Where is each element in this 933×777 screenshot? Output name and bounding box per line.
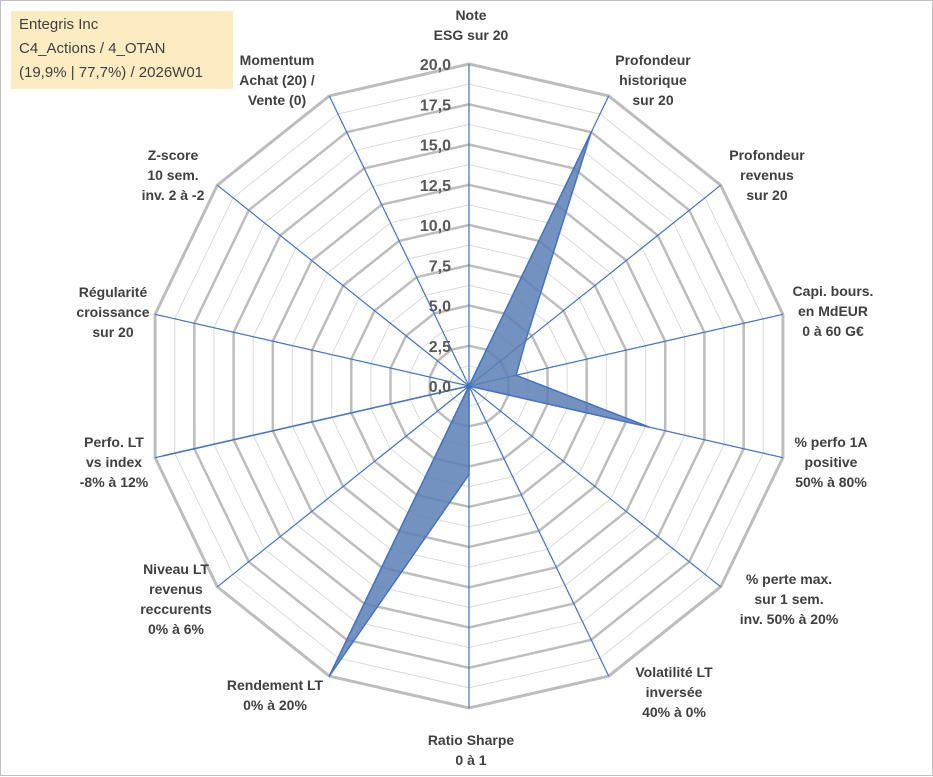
axis-label: Capi. bours. en MdEUR 0 à 60 G€ — [793, 283, 874, 339]
axis-spoke — [154, 313, 470, 387]
tick-label: 5,0 — [429, 299, 451, 316]
axis-label: Z-score 10 sem. inv. 2 à -2 — [142, 147, 205, 203]
axis-label: Volatilité LT inversée 40% à 0% — [635, 664, 713, 720]
tick-label: 12,5 — [420, 178, 451, 195]
axis-spoke — [216, 184, 470, 387]
tick-label: 17,5 — [420, 97, 451, 114]
axis-label: % perte max. sur 1 sem. inv. 50% à 20% — [740, 571, 839, 627]
series-area — [162, 131, 651, 677]
axis-label: Perfo. LT vs index -8% à 12% — [80, 434, 149, 490]
axis-label: Niveau LT revenus reccurents 0% à 6% — [140, 561, 212, 637]
axis-spoke — [328, 95, 470, 387]
axis-label: Profondeur historique sur 20 — [615, 52, 691, 108]
axis-label: Régularité croissance sur 20 — [76, 284, 149, 340]
axis-spoke — [468, 385, 610, 677]
axis-label: Momentum Achat (20) / Vente (0) — [239, 52, 315, 108]
axis-spoke — [216, 385, 470, 588]
performance-week: (19,9% | 77,7%) / 2026W01 — [19, 64, 203, 81]
tick-label: 15,0 — [420, 138, 451, 155]
axis-label: Note ESG sur 20 — [434, 7, 509, 43]
axis-label: % perfo 1A positive 50% à 80% — [794, 434, 867, 490]
tick-label: 7,5 — [429, 258, 451, 275]
axis-spoke — [468, 313, 784, 387]
axis-label: Profondeur revenus sur 20 — [729, 147, 805, 203]
axis-label: Ratio Sharpe 0 à 1 — [428, 732, 515, 768]
info-box: Entegris Inc C4_Actions / 4_OTAN (19,9% … — [11, 11, 233, 89]
axis-label: Rendement LT 0% à 20% — [227, 677, 324, 713]
tick-label: 20,0 — [420, 57, 451, 74]
tick-label: 2,5 — [429, 339, 451, 356]
tick-label: 10,0 — [420, 218, 451, 235]
company-name: Entegris Inc — [19, 16, 99, 33]
portfolio-category: C4_Actions / 4_OTAN — [19, 40, 166, 57]
axis-spoke — [468, 385, 722, 588]
tick-label: 0,0 — [429, 379, 451, 396]
